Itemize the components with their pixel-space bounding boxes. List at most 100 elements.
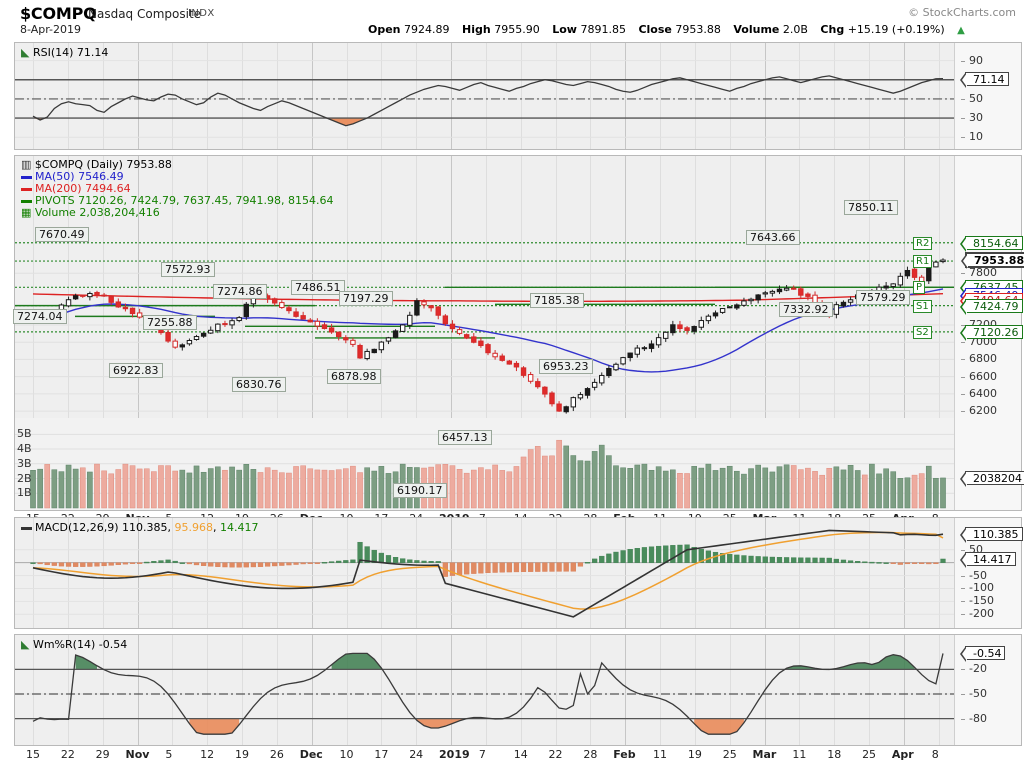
volume-legend-row: ▦ Volume 2,038,204,416	[21, 207, 333, 219]
price-tick-6800: 6800	[969, 352, 997, 366]
macd-svg	[15, 518, 955, 628]
macd-legend-main: MACD(12,26,9) 110.385	[35, 521, 168, 534]
close-value: 7953.88	[675, 23, 721, 36]
rsi-panel: ◣ RSI(14) 71.14 90 50 30 10 71.14	[14, 42, 1022, 150]
price-panel: ▥ $COMPQ (Daily) 7953.88 MA(50) 7546.49 …	[13, 155, 1024, 511]
date-label-feb-17: Feb	[613, 748, 636, 761]
pivot-tag-S1: S1	[913, 299, 932, 313]
price-callout-7850.11: 7850.11	[844, 200, 898, 215]
price-flag-7424.79: 7424.79	[960, 298, 1023, 315]
macd-tickmark	[961, 575, 965, 577]
date-label-18-23: 18	[827, 748, 842, 761]
stockcharts-branding: © StockCharts.com	[908, 6, 1016, 19]
rsi-tick-10: 10	[969, 130, 983, 144]
volume-tick-4B: 4B	[17, 442, 32, 456]
macd-legend-sep2: ,	[213, 521, 221, 534]
rsi-tick-50: 50	[969, 91, 983, 105]
close-label: Close	[638, 23, 672, 36]
price-tickmark	[961, 342, 965, 344]
wmr-tickmark	[961, 669, 965, 671]
price-flag-7953.88: 7953.88	[960, 252, 1024, 270]
wmr-panel: ◣ Wm%R(14) -0.54 -20 -50 -80 -0.54	[14, 634, 1022, 746]
high-label: High	[462, 23, 491, 36]
price-tickmark	[961, 273, 965, 275]
change-value: +15.19 (+0.19%)	[847, 23, 945, 36]
volume-tick-5B: 5B	[17, 427, 32, 441]
chart-header: $COMPQ Nasdaq Composite INDX 8-Apr-2019 …	[0, 0, 1024, 36]
date-label-12-5: 12	[200, 748, 215, 761]
price-legend-title-row: ▥ $COMPQ (Daily) 7953.88	[21, 159, 333, 171]
wmr-tickmark	[961, 718, 965, 720]
rsi-tick-90: 90	[969, 53, 983, 67]
volume-tick-1B: 1B	[17, 486, 32, 500]
date-label-22-1: 22	[60, 748, 75, 761]
wmr-tick--80: -80	[969, 711, 987, 725]
macd-tickmark	[961, 614, 965, 616]
macd-flag-110.385: 110.385	[960, 527, 1023, 544]
macd-panel: MACD(12,26,9) 110.385, 95.968, 14.417 50…	[14, 517, 1023, 629]
open-value: 7924.89	[404, 23, 450, 36]
date-label-5-4: 5	[165, 748, 173, 761]
quote-bar: Open 7924.89 High 7955.90 Low 7891.85 Cl…	[368, 23, 965, 36]
rsi-legend-text: RSI(14) 71.14	[32, 46, 109, 59]
price-flag-7120.26: 7120.26	[960, 324, 1023, 341]
wmr-value-flag: -0.54	[959, 646, 1006, 663]
wmr-tick--50: -50	[969, 687, 987, 700]
price-callout-7197.29: 7197.29	[339, 291, 393, 306]
macd-tickmark	[961, 588, 965, 590]
rsi-value-flag: 71.14	[960, 71, 1009, 88]
price-callout-7572.93: 7572.93	[161, 262, 215, 277]
macd-tick--100: -100	[969, 581, 994, 595]
ma50-legend-row: MA(50) 7546.49	[21, 171, 333, 183]
price-tickmark	[961, 376, 965, 378]
symbol-name: Nasdaq Composite	[88, 7, 202, 21]
date-label-25-20: 25	[722, 748, 737, 761]
chart-date: 8-Apr-2019	[20, 23, 82, 36]
rsi-tick-30: 30	[969, 111, 983, 125]
symbol-ticker: $COMPQ	[20, 4, 97, 23]
volume-tick-3B: 3B	[17, 456, 32, 470]
price-tick-6200: 6200	[969, 404, 997, 418]
change-up-arrow: ▲	[957, 25, 965, 36]
rsi-svg	[15, 43, 955, 149]
price-callout-7332.92: 7332.92	[779, 302, 833, 317]
price-flag-2038204: 2038204	[960, 470, 1024, 487]
date-label-7-13: 7	[478, 748, 486, 761]
change-label: Chg	[820, 23, 845, 36]
date-label-dec-8: Dec	[299, 748, 323, 761]
date-label-29-2: 29	[95, 748, 110, 761]
volume-value: 2.0B	[782, 23, 808, 36]
macd-hist-value: 14.417	[220, 521, 259, 534]
volume-legend-text: Volume 2,038,204,416	[34, 206, 160, 219]
rsi-tickmark	[961, 118, 965, 120]
macd-legend-sep1: ,	[167, 521, 175, 534]
volume-tick-2B: 2B	[17, 471, 32, 485]
pivots-legend-text: PIVOTS 7120.26, 7424.79, 7637.45, 7941.9…	[35, 194, 334, 207]
date-label-22-15: 22	[548, 748, 563, 761]
price-callout-6830.76: 6830.76	[232, 377, 286, 392]
price-legend: ▥ $COMPQ (Daily) 7953.88 MA(50) 7546.49 …	[21, 159, 333, 219]
date-label-26-7: 26	[269, 748, 284, 761]
date-label-11-18: 11	[653, 748, 668, 761]
volume-bars-icon: ▦	[21, 206, 32, 219]
ma50-swatch	[21, 175, 32, 179]
macd-tick--150: -150	[969, 594, 994, 608]
ma200-swatch	[21, 187, 32, 191]
macd-signal-value: 95.968	[174, 521, 214, 534]
wmr-legend-icon: ◣	[21, 638, 30, 651]
rsi-legend: ◣ RSI(14) 71.14	[21, 47, 108, 59]
ma200-legend-text: MA(200) 7494.64	[35, 182, 131, 195]
date-label-19-19: 19	[687, 748, 702, 761]
price-callout-6878.98: 6878.98	[327, 369, 381, 384]
price-tick-7800: 7800	[969, 266, 997, 280]
high-value: 7955.90	[494, 23, 540, 36]
date-label-nov-3: Nov	[125, 748, 150, 761]
low-value: 7891.85	[580, 23, 626, 36]
pivots-legend-row: PIVOTS 7120.26, 7424.79, 7637.45, 7941.9…	[21, 195, 333, 207]
price-callout-6457.13: 6457.13	[438, 430, 492, 445]
wmr-plot	[15, 635, 1021, 745]
date-label-15-0: 15	[26, 748, 40, 761]
macd-tickmark	[961, 601, 965, 603]
price-tickmark	[961, 359, 965, 361]
